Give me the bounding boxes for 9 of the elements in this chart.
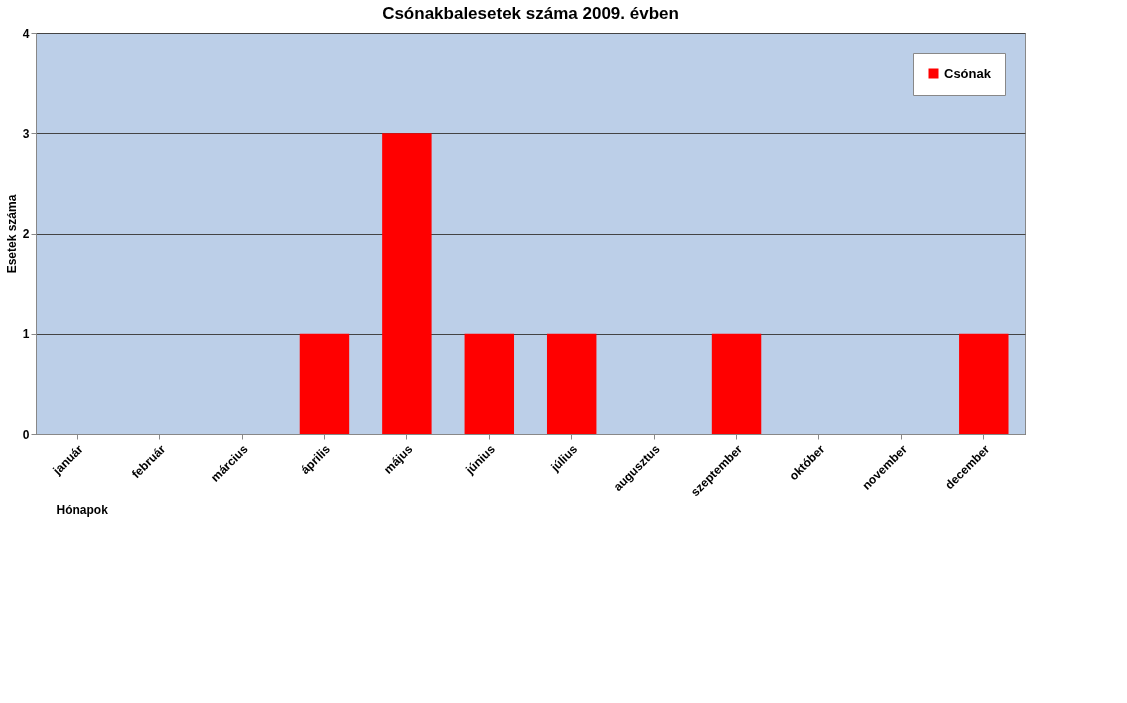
y-tick-label: 1 — [22, 327, 30, 342]
y-tick-label: 2 — [22, 227, 30, 241]
legend-label: Csónak — [944, 65, 992, 81]
y-tick-label: 0 — [22, 427, 30, 442]
y-tick-label: 3 — [22, 126, 30, 141]
x-axis-title: Hónapok — [56, 502, 109, 517]
y-tick-label: 4 — [22, 26, 30, 41]
y-axis-title: Esetek száma — [4, 194, 19, 274]
chart-title: Csónakbalesetek száma 2009. évben — [382, 4, 679, 23]
